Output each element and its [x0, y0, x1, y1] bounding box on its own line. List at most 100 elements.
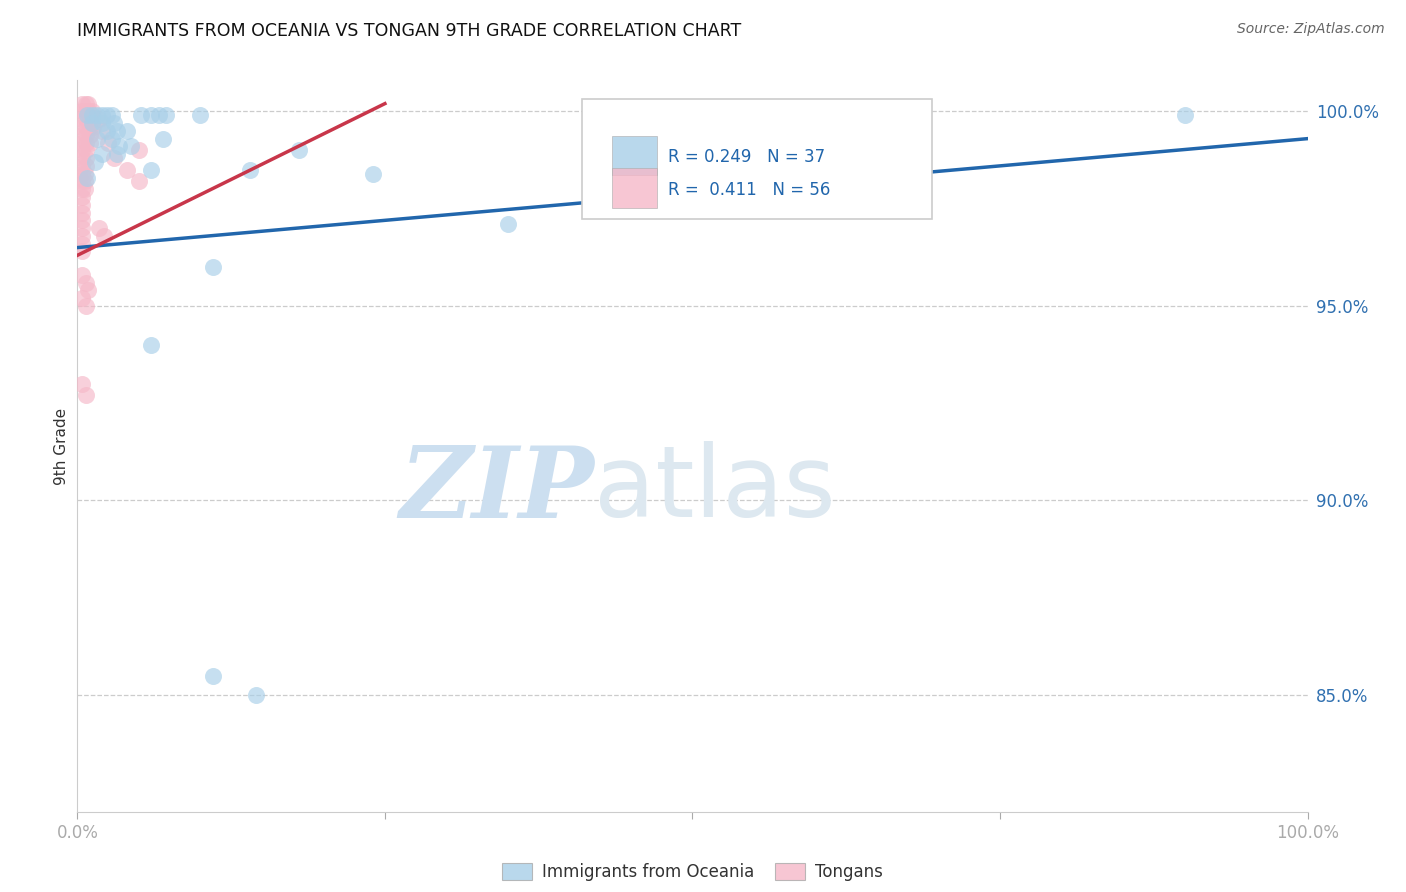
Point: [155, 108, 177, 122]
Point: [141, 162, 163, 177]
Point: [70, 198, 93, 212]
Point: [82, 116, 104, 130]
Point: [75, 299, 97, 313]
Point: [201, 260, 224, 274]
Point: [90, 147, 114, 161]
Point: [115, 124, 138, 138]
Point: [70, 221, 93, 235]
Text: ZIP: ZIP: [399, 442, 595, 538]
Text: Source: ZipAtlas.com: Source: ZipAtlas.com: [1237, 22, 1385, 37]
Point: [75, 276, 97, 290]
Point: [361, 167, 384, 181]
Point: [105, 124, 128, 138]
FancyBboxPatch shape: [613, 169, 657, 208]
Point: [70, 174, 93, 188]
Point: [70, 190, 93, 204]
Point: [101, 108, 124, 122]
Point: [70, 120, 93, 134]
Point: [86, 131, 108, 145]
Point: [70, 151, 93, 165]
Point: [77, 284, 100, 298]
Point: [141, 338, 163, 352]
Point: [70, 376, 93, 391]
Point: [70, 228, 93, 243]
Point: [75, 96, 97, 111]
Point: [75, 104, 97, 119]
Point: [77, 104, 100, 119]
Point: [121, 139, 143, 153]
Point: [1174, 108, 1197, 122]
Point: [73, 182, 96, 196]
Point: [79, 136, 101, 150]
Point: [853, 108, 876, 122]
Point: [73, 167, 96, 181]
Point: [75, 151, 97, 165]
Point: [70, 136, 93, 150]
Legend: Immigrants from Oceania, Tongans: Immigrants from Oceania, Tongans: [496, 856, 889, 888]
Text: atlas: atlas: [595, 442, 835, 539]
Point: [131, 108, 153, 122]
Text: R = 0.249   N = 37: R = 0.249 N = 37: [668, 148, 825, 166]
Point: [83, 155, 105, 169]
Y-axis label: 9th Grade: 9th Grade: [53, 408, 69, 484]
Point: [96, 124, 118, 138]
Point: [108, 139, 131, 153]
Point: [103, 116, 125, 130]
Point: [79, 120, 101, 134]
Text: R =  0.411   N = 56: R = 0.411 N = 56: [668, 181, 830, 199]
Point: [90, 116, 114, 130]
Point: [148, 108, 170, 122]
Point: [70, 167, 93, 181]
Point: [75, 128, 97, 142]
Point: [105, 147, 128, 161]
Point: [97, 136, 120, 150]
Point: [75, 388, 97, 402]
Point: [73, 174, 96, 188]
Text: IMMIGRANTS FROM OCEANIA VS TONGAN 9TH GRADE CORRELATION CHART: IMMIGRANTS FROM OCEANIA VS TONGAN 9TH GR…: [77, 22, 741, 40]
Point: [70, 205, 93, 219]
FancyBboxPatch shape: [613, 136, 657, 175]
Point: [190, 108, 212, 122]
FancyBboxPatch shape: [582, 99, 932, 219]
Point: [141, 108, 163, 122]
Point: [496, 217, 519, 231]
Point: [70, 144, 93, 158]
Point: [70, 268, 93, 282]
Point: [76, 170, 98, 185]
Point: [152, 131, 174, 145]
Point: [75, 159, 97, 173]
Point: [70, 213, 93, 227]
Point: [90, 124, 114, 138]
Point: [79, 128, 101, 142]
Point: [70, 159, 93, 173]
Point: [75, 136, 97, 150]
Point: [70, 128, 93, 142]
Point: [70, 236, 93, 251]
Point: [70, 104, 93, 119]
Point: [89, 112, 111, 127]
Point: [70, 244, 93, 259]
Point: [103, 151, 125, 165]
Point: [82, 104, 104, 119]
Point: [76, 108, 98, 122]
Point: [79, 112, 101, 127]
Point: [288, 144, 311, 158]
Point: [75, 112, 97, 127]
Point: [70, 112, 93, 127]
Point: [96, 108, 118, 122]
Point: [201, 668, 224, 682]
Point: [75, 120, 97, 134]
Point: [128, 174, 150, 188]
Point: [90, 108, 114, 122]
Point: [75, 144, 97, 158]
Point: [70, 182, 93, 196]
Point: [93, 228, 115, 243]
Point: [82, 120, 104, 134]
Point: [86, 108, 108, 122]
Point: [77, 96, 100, 111]
Point: [128, 144, 150, 158]
Point: [89, 221, 111, 235]
Point: [101, 131, 124, 145]
Point: [70, 96, 93, 111]
Point: [82, 108, 104, 122]
